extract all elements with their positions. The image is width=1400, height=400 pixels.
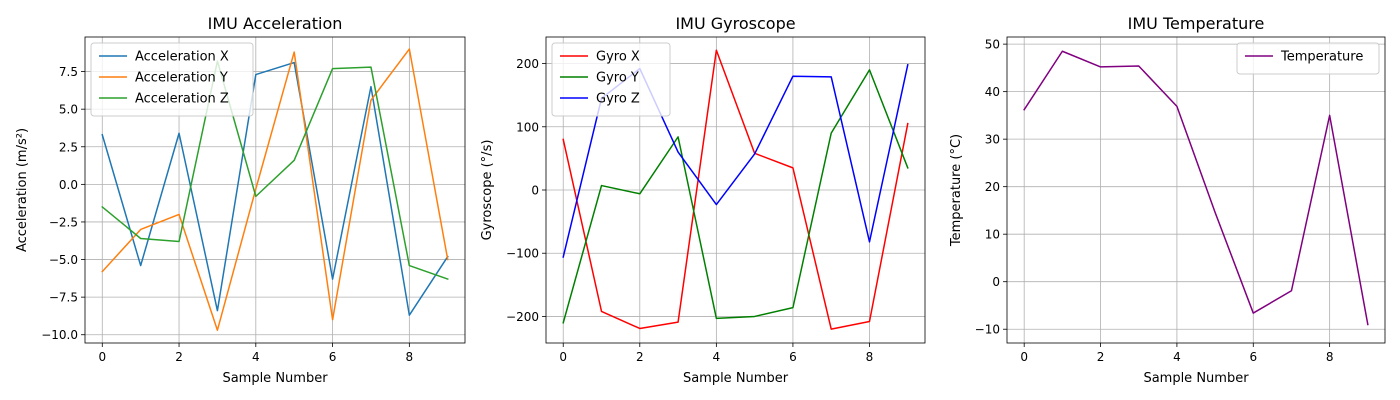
legend-entry: Gyro Y: [596, 71, 639, 86]
x-tick-label: 6: [329, 350, 337, 364]
x-tick-label: 4: [713, 350, 721, 364]
x-tick-label: 8: [406, 350, 414, 364]
x-tick-label: 6: [789, 350, 797, 364]
series-line-acceleration-y: [101, 48, 449, 331]
legend-entry: Temperature: [1280, 50, 1363, 65]
x-tick-label: 4: [1173, 350, 1181, 364]
legend: Gyro X Gyro Y Gyro Z: [551, 42, 671, 117]
chart-panel-2: 0 2 4 6 8 −200 −100 0 100 200 IMU Gyroscope Sample …: [480, 14, 926, 386]
x-axis-label: Sample Number: [222, 371, 328, 386]
y-axis-label: Temperature (°C): [949, 134, 964, 247]
legend-box: [1236, 42, 1380, 75]
x-tick-label: 0: [98, 350, 106, 364]
legend: Acceleration X Acceleration Y Acceleration…: [90, 42, 254, 117]
y-tick-label: 0: [992, 275, 1000, 289]
x-tick-label: 0: [559, 350, 567, 364]
chart-panel-1: 0 2 4 6 8 −10.0 −7.5 −5.0 −2.5 0.0 2.5 5.0 7.5 IMU Ac…: [15, 14, 466, 386]
y-tick-label: 100: [516, 120, 539, 134]
chart-title: IMU Gyroscope: [675, 14, 795, 33]
x-tick-label: 8: [1326, 350, 1334, 364]
y-tick-label: −100: [506, 247, 539, 261]
y-tick-label: 200: [516, 57, 539, 71]
legend-entry: Acceleration Y: [135, 71, 228, 86]
y-tick-label: 2.5: [59, 140, 78, 154]
y-tick-label: 0: [531, 184, 539, 198]
chart-title: IMU Acceleration: [208, 14, 343, 33]
x-axis-label: Sample Number: [1143, 371, 1249, 386]
y-tick-label: 50: [985, 38, 1000, 52]
y-axis-label: Gyroscope (°/s): [480, 140, 495, 241]
y-tick-label: 40: [985, 85, 1000, 99]
y-tick-label: −10: [975, 323, 1000, 337]
y-tick-label: 0.0: [59, 178, 78, 192]
legend-entry: Acceleration X: [135, 50, 229, 65]
y-tick-label: −5.0: [49, 253, 78, 267]
x-tick-label: 6: [1249, 350, 1257, 364]
x-tick-label: 4: [252, 350, 260, 364]
x-tick-label: 2: [636, 350, 644, 364]
legend-entry: Acceleration Z: [135, 92, 229, 107]
axes-frame: [84, 36, 466, 344]
y-tick-label: 5.0: [59, 103, 78, 117]
x-axis-label: Sample Number: [683, 371, 789, 386]
series-line-acceleration-z: [101, 60, 449, 281]
y-axis-label: Acceleration (m/s²): [15, 128, 30, 252]
y-tick-label: −10.0: [41, 328, 78, 342]
legend-box: [90, 42, 254, 117]
series-line-temperature: [1023, 50, 1369, 326]
y-tick-label: −2.5: [49, 215, 78, 229]
y-tick-label: −7.5: [49, 291, 78, 305]
axes-frame: [1006, 36, 1386, 344]
series-line-acceleration-x: [101, 61, 449, 316]
y-tick-label: 10: [985, 228, 1000, 242]
legend-entry: Gyro Z: [596, 92, 640, 107]
legend-entry: Gyro X: [596, 50, 640, 65]
y-tick-label: 7.5: [59, 65, 78, 79]
x-tick-label: 2: [175, 350, 183, 364]
y-tick-label: 20: [985, 180, 1000, 194]
x-tick-label: 8: [866, 350, 874, 364]
x-tick-label: 0: [1020, 350, 1028, 364]
chart-panel-3: 0 2 4 6 8 −10 0 10 20 30 40 50 IMU Temperature Sample…: [949, 14, 1386, 386]
series-line-gyro-x: [562, 49, 909, 330]
y-tick-label: 30: [985, 133, 1000, 147]
series-line-gyro-y: [562, 69, 909, 324]
x-tick-label: 2: [1097, 350, 1105, 364]
chart-title: IMU Temperature: [1128, 14, 1265, 33]
legend: Temperature: [1236, 42, 1380, 75]
y-tick-label: −200: [506, 310, 539, 324]
